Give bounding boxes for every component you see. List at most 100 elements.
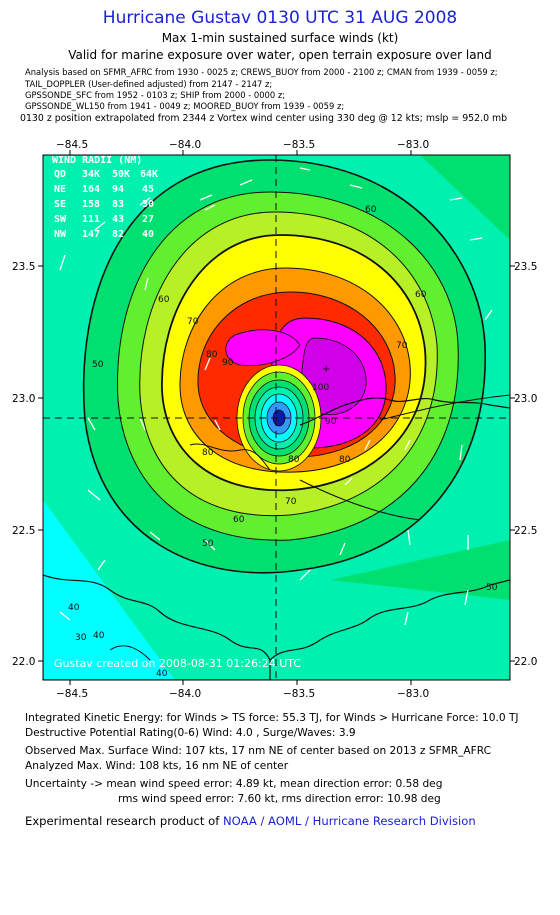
contour-label: 50 [92,360,104,370]
analysis-line: GPSSONDE_WL150 from 1941 - 0049 z; MOORE… [25,101,345,111]
wind-vector [239,179,253,186]
wind-radii-cell: SE [54,199,66,210]
lat-tick-label: 22.5 [12,525,35,537]
position-note: 0130 z position extrapolated from 2344 z… [20,113,508,124]
wind-radii-cell: 164 [82,184,100,195]
wind-radii-cell: 27 [142,214,154,225]
observed-wind-line: Observed Max. Surface Wind: 107 kts, 17 … [25,745,492,757]
contour-label: 60 [415,290,427,300]
wind-vector [484,309,493,321]
product-line: Experimental research product of NOAA / … [25,814,476,828]
lon-tick-label: −84.5 [56,688,88,700]
lon-tick-label: −84.0 [169,688,201,700]
wind-vector [204,357,211,371]
wind-field: 60 60 60 70 50 70 80 90 100 80 80 90 80 … [43,155,510,680]
lat-tick-label: 22.0 [514,656,537,668]
wind-vector [214,419,221,431]
wind-vector [204,539,216,551]
contour-label: 60 [158,295,170,305]
wind-vector [87,489,101,501]
wind-vector [299,569,311,581]
contour-label: 40 [93,631,105,641]
contour-label: 80 [206,350,218,360]
contour-line [379,394,510,421]
lat-tick-label: 23.5 [12,261,35,273]
contour-label: 40 [68,603,80,613]
coastline-s [269,579,510,661]
contour-90-west [225,329,301,366]
wind-vector [364,439,371,451]
contour-label: 50 [202,539,214,549]
lat-tick-label: 23.0 [12,393,35,405]
wind-vector [59,254,66,271]
wind-radii-table: WIND RADII (NM) QD 34K 50K 64K NE 164 94… [52,155,158,240]
ike-line: Integrated Kinetic Energy: for Winds > T… [25,712,519,724]
wind-radii-cell: NE [54,184,66,195]
wind-radii-cell: 40 [142,229,154,240]
analysis-line: Analysis based on SFMR_AFRC from 1930 - … [25,67,498,77]
contour-label: 80 [202,448,214,458]
wind-radii-cell: SW [54,214,67,225]
wind-vector [204,204,216,211]
contour-line [299,479,421,521]
wind-vector [459,444,463,461]
wind-radii-cell: 30 [142,199,154,210]
uncertainty-rms-line: rms wind speed error: 7.60 kt, rms direc… [118,793,441,805]
lon-tick-label: −83.5 [283,139,315,151]
product-prefix: Experimental research product of [25,814,220,828]
map-title: Hurricane Gustav 0130 UTC 31 AUG 2008 [102,8,458,28]
wind-radii-col: 64K [140,169,158,180]
wind-vector [464,589,469,606]
wind-vector [139,197,151,206]
wind-vector [199,194,213,201]
subtitle-winds: Max 1-min sustained surface winds (kt) [161,31,399,45]
wind-radii-cell: 94 [112,184,124,195]
lat-tick-label: 23.0 [514,393,537,405]
wind-radii-col: 50K [112,169,130,180]
wind-vector [344,477,353,486]
coastline-w [189,443,271,471]
wind-vector [299,167,311,171]
analysis-line: TAIL_DOPPLER (User-defined adjusted) fro… [25,79,273,89]
wind-vector [59,611,71,621]
contour-label-group: 60 60 60 70 50 70 80 90 100 80 80 90 80 … [68,205,498,679]
contour-label: 80 [288,455,300,465]
contour-label: 100 [312,383,329,393]
contour-label: 80 [339,455,351,465]
contour-label: 90 [325,417,337,427]
wind-radii-cell: NW [54,229,67,240]
wind-radii-header: WIND RADII (NM) [52,155,142,166]
wind-radii-cell: 83 [112,199,124,210]
hrd-link[interactable]: NOAA / AOML / Hurricane Research Divisio… [222,814,476,828]
wind-radii-cell: 43 [112,214,124,225]
contour-label: 40 [156,669,168,679]
wind-vector [469,237,483,241]
wind-radii-cell: 147 [82,229,100,240]
contour-100 [301,337,367,416]
contour-label: 90 [222,358,234,368]
wind-radii-col: 34K [82,169,100,180]
axis-ticks [38,150,515,685]
lon-tick-label: −83.0 [397,688,429,700]
contour-label: 60 [233,515,245,525]
coastline-n [299,397,510,426]
wind-vector [97,559,106,571]
wind-vector [449,197,463,201]
wind-vector [94,221,106,231]
plot-frame [42,154,511,681]
lon-tick-label: −83.5 [283,688,315,700]
wind-vector [144,277,149,291]
contour-label: 70 [396,341,408,351]
wind-region-ne [420,155,510,240]
wind-radii-cell: 82 [112,229,124,240]
contour-label: 70 [187,317,199,327]
contour-label: 30 [75,633,87,643]
wind-vector [349,184,363,189]
subtitle-exposure: Valid for marine exposure over water, op… [68,48,492,62]
dpr-line: Destructive Potential Rating(0-6) Wind: … [25,727,356,739]
wind-region-se [330,540,510,600]
analysis-line: GPSSONDE_SFC from 1952 - 0103 z; SHIP fr… [25,90,286,100]
wind-radii-col: QD [54,169,66,180]
wind-vector [404,439,411,451]
wind-radii-cell: 45 [142,184,154,195]
